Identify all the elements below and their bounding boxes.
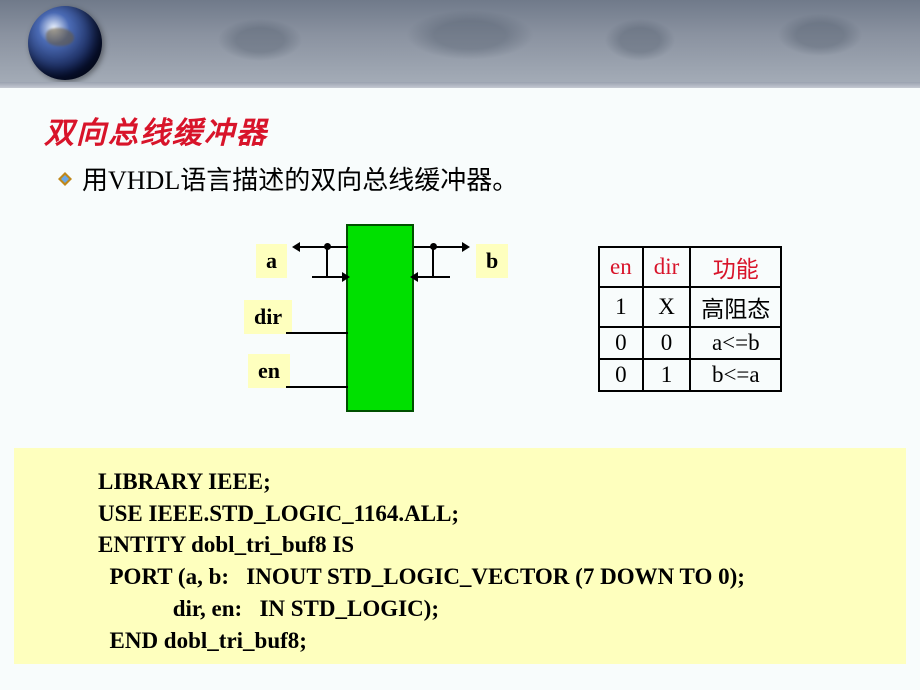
- bus-buffer-diagram: a b dir en: [238, 224, 518, 424]
- bullet-text: 用VHDL语言描述的双向总线缓冲器。: [82, 160, 518, 197]
- code-line: LIBRARY IEEE;: [98, 469, 271, 494]
- cell-en: 1: [599, 287, 643, 327]
- code-line: END dobl_tri_buf8;: [98, 628, 307, 653]
- cell-dir: 0: [643, 327, 691, 359]
- cell-en: 0: [599, 359, 643, 391]
- truth-table-body: 1 X 高阻态 0 0 a<=b 0 1 b<=a: [599, 287, 781, 391]
- bullet-icon: [58, 172, 72, 186]
- vhdl-code-block: LIBRARY IEEE; USE IEEE.STD_LOGIC_1164.AL…: [14, 448, 906, 664]
- cell-fn: 高阻态: [690, 287, 781, 327]
- cell-dir: X: [643, 287, 691, 327]
- cell-fn: a<=b: [690, 327, 781, 359]
- world-map-bg: [0, 0, 920, 86]
- buffer-block: [346, 224, 414, 412]
- th-fn: 功能: [690, 247, 781, 287]
- code-line: PORT (a, b: INOUT STD_LOGIC_VECTOR (7 DO…: [98, 564, 745, 589]
- bullet-row: 用VHDL语言描述的双向总线缓冲器。: [58, 160, 518, 197]
- truth-table: en dir 功能 1 X 高阻态 0 0 a<=b 0 1 b<=a: [598, 246, 782, 392]
- label-dir: dir: [244, 300, 292, 334]
- table-row: 0 1 b<=a: [599, 359, 781, 391]
- label-en: en: [248, 354, 290, 388]
- globe-icon: [28, 6, 102, 80]
- truth-table-header: en dir 功能: [599, 247, 781, 287]
- cell-fn: b<=a: [690, 359, 781, 391]
- label-b: b: [476, 244, 508, 278]
- th-en: en: [599, 247, 643, 287]
- label-a: a: [256, 244, 287, 278]
- code-line: ENTITY dobl_tri_buf8 IS: [98, 532, 354, 557]
- cell-en: 0: [599, 327, 643, 359]
- header-band: [0, 0, 920, 86]
- code-line: USE IEEE.STD_LOGIC_1164.ALL;: [98, 501, 459, 526]
- table-row: 0 0 a<=b: [599, 327, 781, 359]
- table-row: 1 X 高阻态: [599, 287, 781, 327]
- th-dir: dir: [643, 247, 691, 287]
- slide-title: 双向总线缓冲器: [44, 108, 268, 152]
- cell-dir: 1: [643, 359, 691, 391]
- code-line: dir, en: IN STD_LOGIC);: [98, 596, 439, 621]
- header-underline: [0, 82, 920, 88]
